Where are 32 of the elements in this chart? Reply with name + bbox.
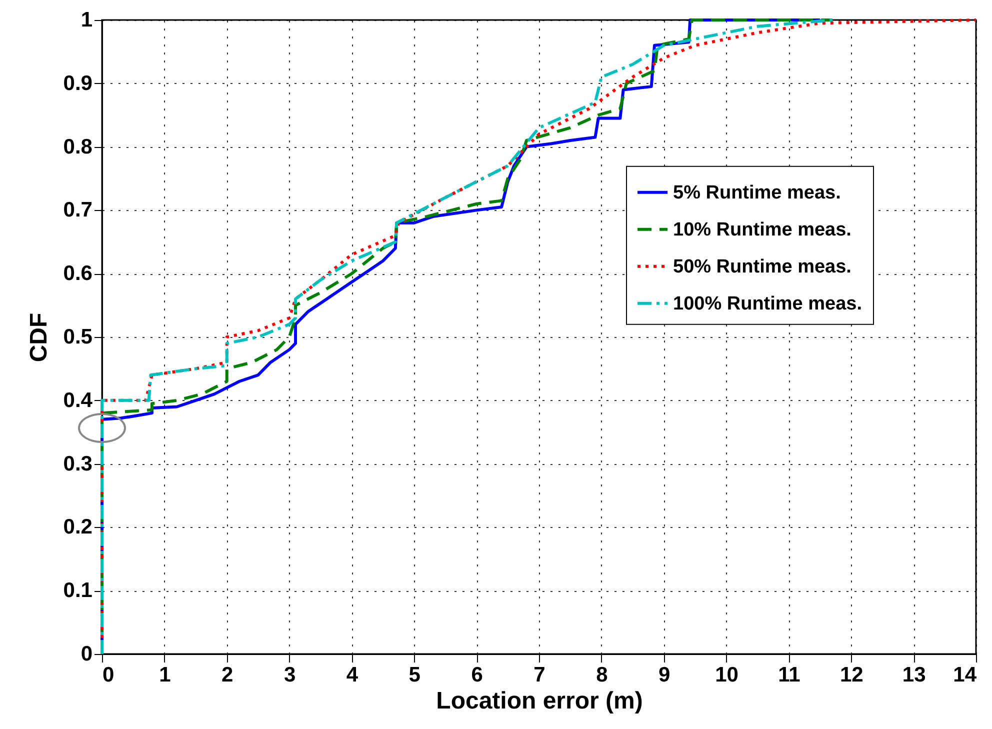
legend-label: 10% Runtime meas. bbox=[673, 219, 852, 240]
y-tick-label: 0.7 bbox=[63, 198, 92, 222]
y-axis-title: CDF bbox=[25, 312, 52, 362]
x-tick-label: 13 bbox=[902, 664, 926, 686]
y-tick-label: 0.6 bbox=[63, 262, 92, 286]
x-tick-label: 6 bbox=[471, 664, 483, 686]
y-tick-label: 0.4 bbox=[63, 388, 93, 412]
x-tick-label: 1 bbox=[159, 664, 172, 686]
y-tick-label: 0.3 bbox=[63, 452, 92, 476]
x-tick-label: 0 bbox=[102, 664, 114, 686]
x-tick-label: 14 bbox=[953, 664, 977, 686]
legend-label: 5% Runtime meas. bbox=[673, 182, 841, 204]
x-axis-title: Location error (m) bbox=[436, 688, 643, 714]
x-tick-label: 5 bbox=[408, 664, 421, 686]
legend-label: 100% Runtime meas. bbox=[673, 293, 862, 314]
x-tick-label: 3 bbox=[284, 664, 296, 686]
x-tick-label: 12 bbox=[840, 664, 864, 686]
x-tick-label: 7 bbox=[534, 664, 546, 686]
y-tick-label: 0 bbox=[80, 642, 92, 666]
y-tick-label: 0.5 bbox=[63, 326, 93, 348]
x-tick-label: 11 bbox=[778, 664, 801, 686]
y-tick-label: 0.1 bbox=[63, 579, 93, 602]
x-tick-label: 9 bbox=[658, 664, 670, 686]
x-tick-label: 10 bbox=[715, 664, 738, 686]
y-tick-label: 0.8 bbox=[63, 135, 93, 158]
legend-label: 50% Runtime meas. bbox=[673, 256, 852, 278]
y-tick-label: 1 bbox=[80, 8, 93, 32]
y-tick-label: 0.9 bbox=[63, 72, 92, 95]
x-tick-label: 8 bbox=[596, 664, 608, 686]
x-tick-label: 2 bbox=[222, 664, 234, 686]
y-tick-label: 0.2 bbox=[63, 516, 92, 539]
x-tick-label: 4 bbox=[346, 664, 358, 686]
